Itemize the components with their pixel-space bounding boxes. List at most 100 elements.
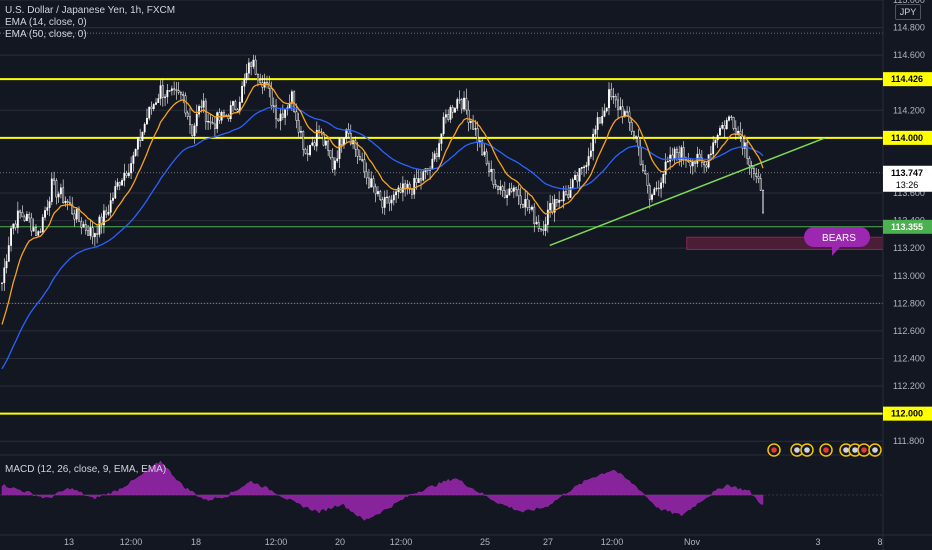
candle-body bbox=[712, 142, 715, 155]
candle-body bbox=[164, 96, 166, 98]
candle-body bbox=[562, 191, 565, 202]
candle-body bbox=[392, 194, 395, 201]
symbol-title[interactable]: U.S. Dollar / Japanese Yen, 1h, FXCM bbox=[5, 5, 176, 16]
candle-body bbox=[565, 191, 567, 195]
candle-body bbox=[381, 199, 384, 208]
ema50-label[interactable]: EMA (50, close, 0) bbox=[5, 29, 87, 40]
current-price-label: 113.747 bbox=[891, 168, 923, 178]
candle-body bbox=[324, 140, 327, 146]
level-price-label: 113.355 bbox=[891, 222, 923, 232]
candle-body bbox=[367, 177, 370, 188]
candle-body bbox=[155, 102, 157, 105]
candle-body bbox=[519, 195, 522, 205]
candle-body bbox=[526, 199, 529, 208]
candle-body bbox=[431, 158, 434, 170]
candle-body bbox=[413, 178, 416, 195]
candle-body bbox=[279, 113, 282, 122]
candle-body bbox=[150, 106, 153, 110]
candle-body bbox=[84, 224, 87, 231]
candle-body bbox=[329, 150, 332, 158]
candle-body bbox=[737, 130, 740, 135]
candle-body bbox=[567, 194, 570, 198]
candle-body bbox=[601, 115, 604, 124]
candle-body bbox=[415, 178, 418, 183]
candle-body bbox=[59, 187, 62, 195]
macd-label[interactable]: MACD (12, 26, close, 9, EMA, EMA) bbox=[5, 464, 167, 475]
candle-body bbox=[345, 129, 348, 139]
level-price-label: 114.426 bbox=[891, 74, 923, 84]
time-axis[interactable]: 13 12:00 18 12:00 20 12:00 25 27 12:00 Nov 3 8 bbox=[0, 534, 932, 547]
price-tick-label: 112.200 bbox=[893, 381, 925, 391]
candle-body bbox=[660, 182, 663, 189]
candle-body bbox=[599, 117, 601, 124]
candle-body bbox=[73, 213, 76, 220]
candle-body bbox=[442, 116, 445, 135]
candle-body bbox=[14, 223, 17, 228]
candle-body bbox=[447, 114, 450, 120]
ema14-label[interactable]: EMA (14, close, 0) bbox=[5, 17, 87, 28]
candle-body bbox=[173, 88, 176, 90]
candle-body bbox=[544, 224, 547, 231]
candle-body bbox=[116, 182, 119, 187]
price-tick-label: 112.600 bbox=[893, 326, 925, 336]
candle-body bbox=[21, 211, 24, 218]
candle-body bbox=[694, 161, 696, 164]
candle-body bbox=[250, 62, 253, 67]
candle-body bbox=[277, 118, 280, 122]
candle-body bbox=[490, 168, 493, 173]
candle-body bbox=[331, 157, 334, 170]
candle-body bbox=[179, 92, 182, 95]
candle-body bbox=[37, 231, 40, 236]
currency-badge[interactable]: JPY bbox=[895, 4, 921, 20]
event-icon-dot bbox=[861, 447, 867, 453]
candle-body bbox=[743, 142, 746, 149]
bears-annotation[interactable]: BEARS bbox=[804, 227, 870, 256]
candle-body bbox=[75, 208, 78, 220]
candle-body bbox=[252, 59, 255, 67]
candle-body bbox=[177, 90, 180, 93]
candle-body bbox=[642, 164, 644, 171]
price-axis[interactable]: 115.000114.800114.600114.200113.600113.4… bbox=[882, 0, 932, 550]
candle-body bbox=[485, 151, 488, 165]
candle-body bbox=[528, 207, 531, 210]
candle-body bbox=[483, 151, 486, 156]
candle-body bbox=[157, 98, 160, 103]
candle-body bbox=[481, 140, 484, 156]
candle-body bbox=[44, 210, 46, 218]
candle-body bbox=[41, 217, 44, 233]
candle-body bbox=[16, 210, 19, 228]
candle-body bbox=[223, 111, 225, 116]
candle-body bbox=[605, 107, 608, 112]
candle-body bbox=[275, 105, 277, 120]
candle-body bbox=[107, 212, 110, 215]
current-price-tag bbox=[883, 165, 932, 192]
candle-body bbox=[637, 136, 640, 148]
candle-body bbox=[499, 186, 502, 191]
candle-body bbox=[401, 183, 404, 193]
candle-body bbox=[159, 85, 162, 99]
candle-body bbox=[433, 153, 436, 160]
candle-body bbox=[377, 191, 379, 195]
candle-body bbox=[309, 144, 311, 155]
candle-body bbox=[488, 163, 490, 173]
candle-body bbox=[300, 130, 302, 133]
candle-body bbox=[53, 178, 56, 181]
candle-body bbox=[372, 178, 375, 188]
price-tick-label: 113.000 bbox=[893, 271, 925, 281]
candle-body bbox=[546, 209, 549, 225]
price-axis-bg bbox=[883, 0, 932, 550]
candle-body bbox=[619, 106, 622, 110]
price-tick-label: 111.800 bbox=[893, 436, 924, 446]
candle-body bbox=[569, 187, 572, 198]
candle-body bbox=[639, 146, 642, 166]
candle-body bbox=[691, 161, 694, 167]
candle-body bbox=[678, 152, 681, 160]
dotted-levels bbox=[0, 32, 883, 304]
trendline[interactable] bbox=[549, 137, 825, 247]
event-icons[interactable] bbox=[767, 443, 882, 457]
candle-body bbox=[657, 187, 660, 190]
bears-label-bubble bbox=[804, 227, 870, 256]
candle-body bbox=[302, 130, 305, 150]
time-tick-label: 12:00 bbox=[265, 537, 288, 547]
